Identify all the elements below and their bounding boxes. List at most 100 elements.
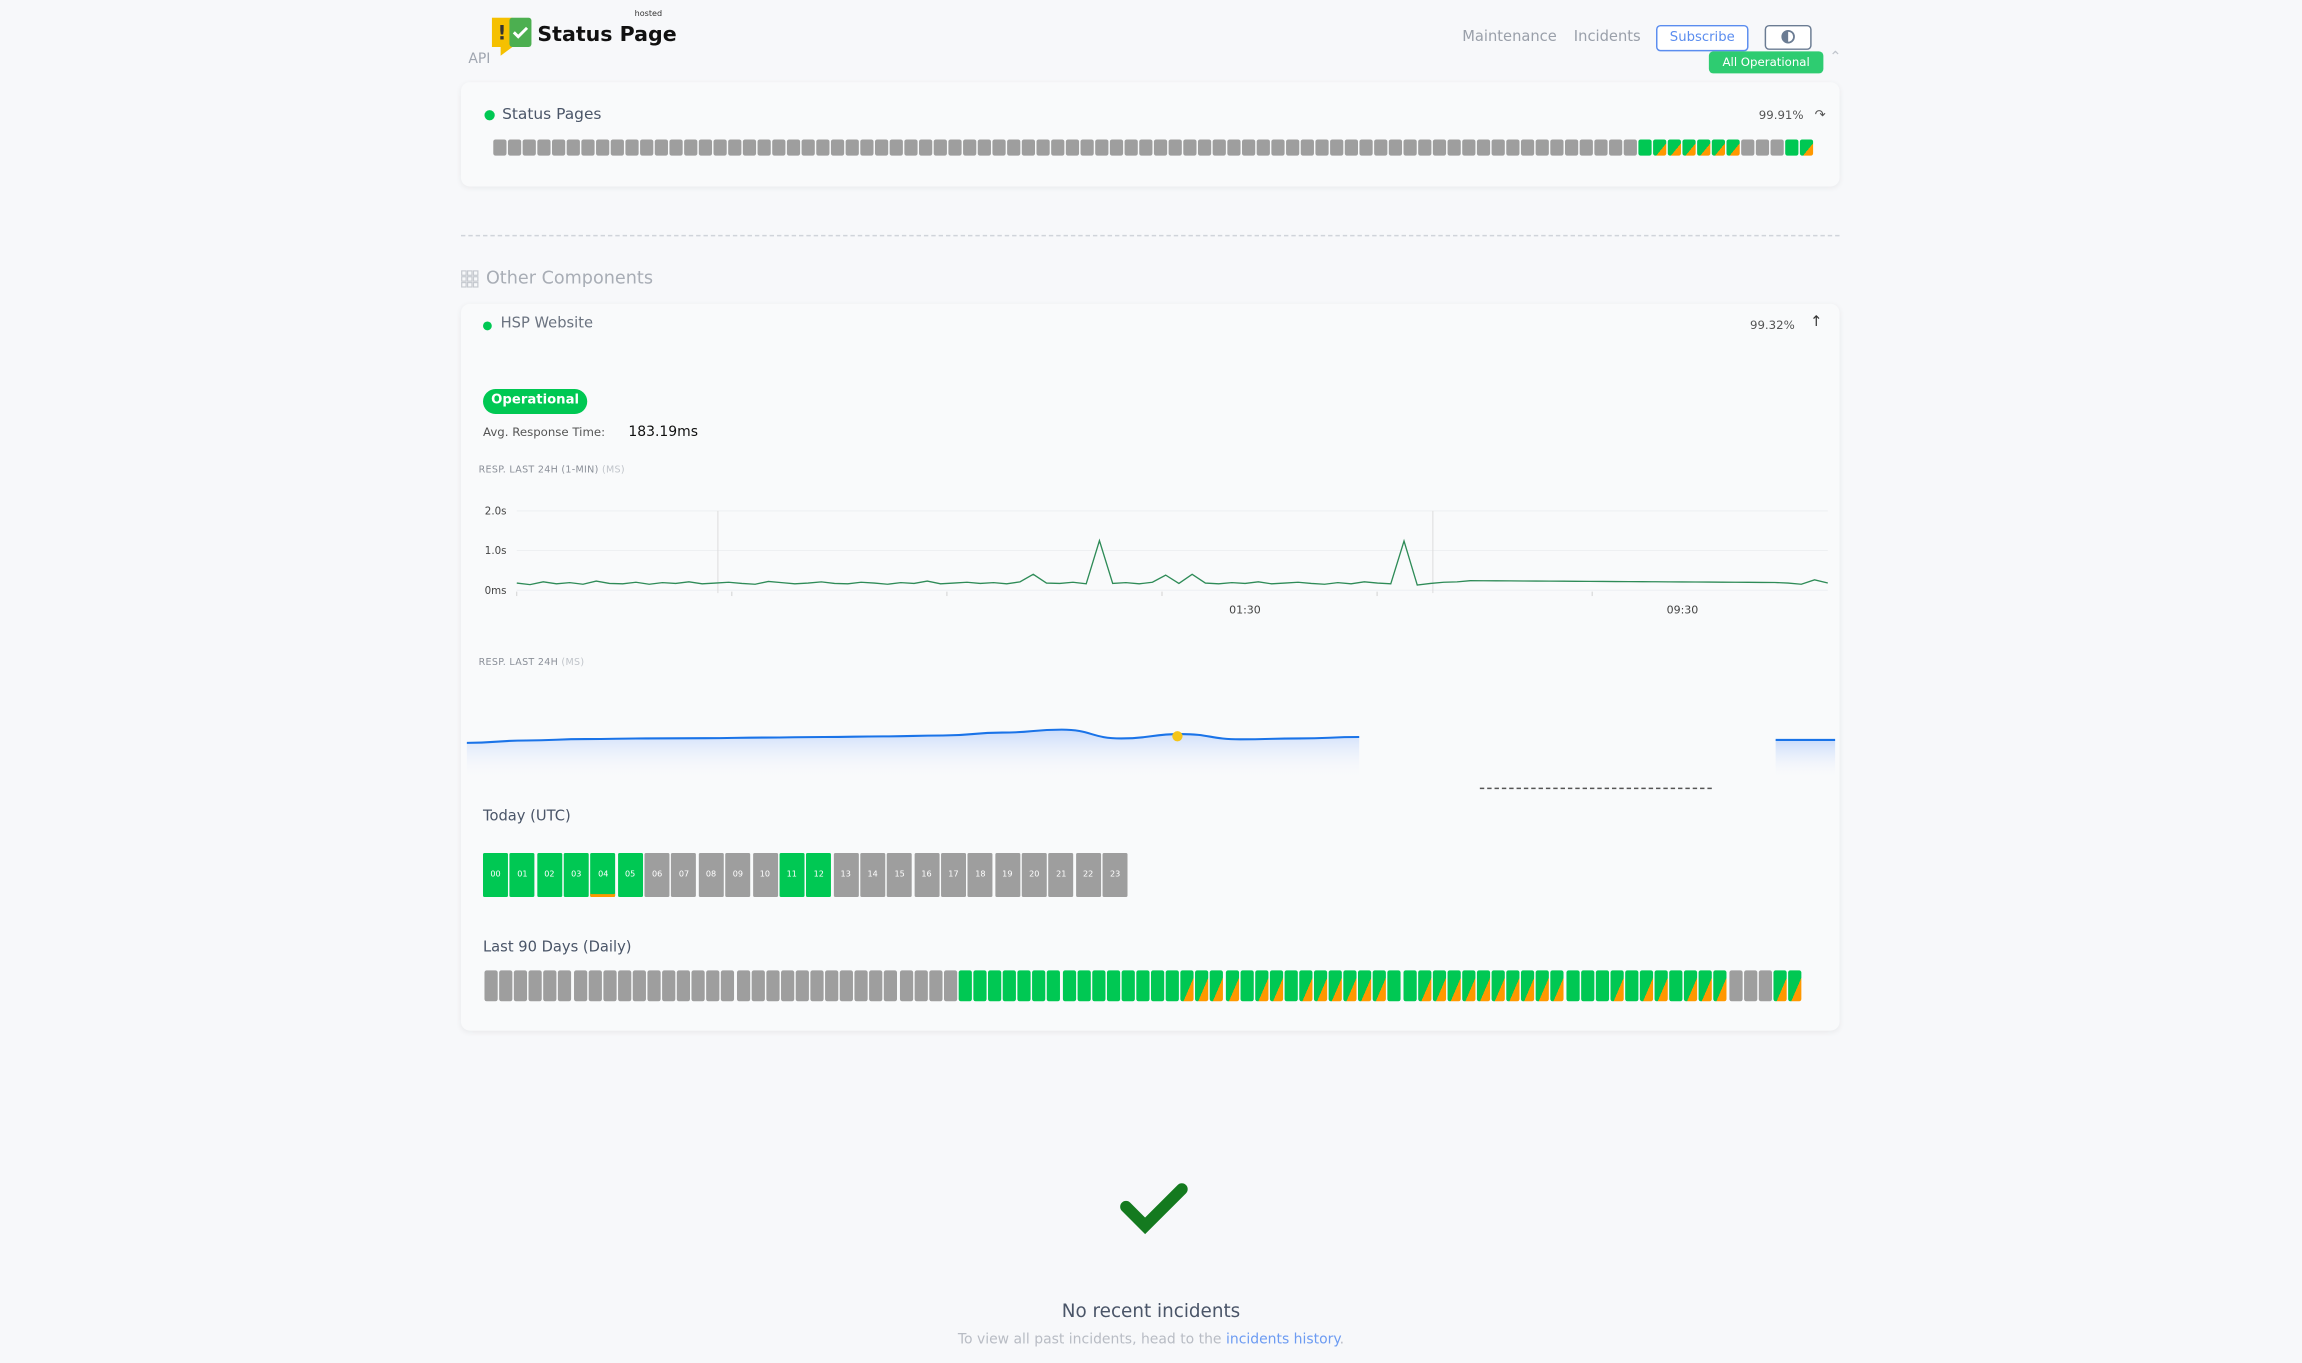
day-bar-degraded[interactable] — [1773, 970, 1787, 1002]
day-bar-no-data[interactable] — [1168, 139, 1182, 156]
day-bar-no-data[interactable] — [786, 139, 800, 156]
day-bar-no-data[interactable] — [1095, 139, 1108, 156]
day-bar-degraded[interactable] — [1299, 970, 1313, 1002]
hour-bar-06[interactable]: 06 — [644, 852, 670, 898]
day-bar-no-data[interactable] — [522, 139, 536, 156]
day-bar-no-data[interactable] — [801, 139, 815, 156]
day-bar-no-data[interactable] — [691, 970, 706, 1002]
day-bar-no-data[interactable] — [596, 139, 609, 156]
nav-incidents[interactable]: Incidents — [1573, 29, 1641, 46]
day-bar-no-data[interactable] — [928, 970, 943, 1002]
hour-bar-07[interactable]: 07 — [671, 852, 697, 898]
day-bar-degraded[interactable] — [1195, 970, 1209, 1002]
day-bar-no-data[interactable] — [654, 139, 668, 156]
day-bar-no-data[interactable] — [765, 970, 780, 1002]
day-bar-no-data[interactable] — [507, 139, 521, 156]
day-bar-degraded[interactable] — [1373, 970, 1387, 1002]
day-bar-no-data[interactable] — [1755, 139, 1769, 156]
logo[interactable]: ! hosted Status Page — [491, 10, 683, 62]
day-bar-no-data[interactable] — [1743, 970, 1757, 1002]
day-bar-no-data[interactable] — [795, 970, 809, 1002]
day-bar-no-data[interactable] — [854, 970, 869, 1002]
day-bar-no-data[interactable] — [1594, 139, 1607, 156]
day-bar-no-data[interactable] — [1330, 139, 1343, 156]
hour-bar-19[interactable]: 19 — [994, 852, 1020, 898]
day-bar-no-data[interactable] — [573, 970, 587, 1002]
day-bar-no-data[interactable] — [1036, 139, 1049, 156]
day-bar-no-data[interactable] — [860, 139, 873, 156]
day-bar-operational[interactable] — [1580, 970, 1594, 1002]
day-bar-no-data[interactable] — [1418, 139, 1431, 156]
day-bar-no-data[interactable] — [1021, 139, 1035, 156]
day-bar-no-data[interactable] — [1447, 139, 1461, 156]
component-name[interactable]: HSP Website — [500, 315, 594, 332]
nav-maintenance[interactable]: Maintenance — [1462, 29, 1557, 46]
day-bar-no-data[interactable] — [1124, 139, 1138, 156]
day-bar-operational[interactable] — [1565, 970, 1580, 1002]
day-bar-degraded[interactable] — [1210, 970, 1224, 1002]
day-bar-no-data[interactable] — [514, 970, 528, 1002]
day-bar-no-data[interactable] — [1564, 139, 1578, 156]
day-bar-degraded[interactable] — [1697, 139, 1710, 156]
day-bar-degraded[interactable] — [1462, 970, 1476, 1002]
day-bar-operational[interactable] — [1402, 970, 1417, 1002]
day-bar-no-data[interactable] — [602, 970, 617, 1002]
hour-bar-14[interactable]: 14 — [860, 852, 886, 898]
day-bar-no-data[interactable] — [1462, 139, 1475, 156]
day-bar-no-data[interactable] — [1432, 139, 1446, 156]
hour-bar-16[interactable]: 16 — [914, 852, 939, 898]
day-bar-no-data[interactable] — [904, 139, 917, 156]
day-bar-no-data[interactable] — [1758, 970, 1772, 1002]
day-bar-no-data[interactable] — [736, 970, 750, 1002]
day-bar-degraded[interactable] — [1313, 970, 1328, 1002]
hour-bar-09[interactable]: 09 — [725, 852, 751, 898]
day-bar-no-data[interactable] — [751, 970, 765, 1002]
hour-bar-04[interactable]: 04 — [590, 852, 616, 898]
day-bar-no-data[interactable] — [706, 970, 720, 1002]
component-name[interactable]: Status Pages — [502, 105, 602, 124]
hour-bar-03[interactable]: 03 — [563, 852, 589, 898]
day-bar-degraded[interactable] — [1799, 139, 1813, 156]
day-bar-no-data[interactable] — [588, 970, 602, 1002]
day-bar-no-data[interactable] — [528, 970, 543, 1002]
day-bar-no-data[interactable] — [647, 970, 661, 1002]
day-bar-no-data[interactable] — [1609, 139, 1622, 156]
day-bar-operational[interactable] — [1165, 970, 1180, 1002]
day-bar-degraded[interactable] — [1610, 970, 1624, 1002]
day-bar-operational[interactable] — [958, 970, 972, 1002]
day-bar-no-data[interactable] — [943, 970, 957, 1002]
day-bar-degraded[interactable] — [1432, 970, 1446, 1002]
day-bar-degraded[interactable] — [1358, 970, 1372, 1002]
day-bar-no-data[interactable] — [1007, 139, 1020, 156]
day-bar-no-data[interactable] — [1109, 139, 1123, 156]
day-bar-no-data[interactable] — [742, 139, 756, 156]
day-bar-no-data[interactable] — [869, 970, 883, 1002]
api-label[interactable]: API — [468, 51, 491, 68]
day-bar-degraded[interactable] — [1667, 139, 1681, 156]
day-bar-degraded[interactable] — [1269, 970, 1283, 1002]
day-bar-no-data[interactable] — [874, 139, 888, 156]
day-bar-operational[interactable] — [1091, 970, 1106, 1002]
day-bar-no-data[interactable] — [662, 970, 676, 1002]
day-bar-no-data[interactable] — [558, 970, 572, 1002]
day-bar-operational[interactable] — [1121, 970, 1135, 1002]
day-bar-no-data[interactable] — [1741, 139, 1754, 156]
day-bar-no-data[interactable] — [1623, 139, 1637, 156]
day-bar-operational[interactable] — [1136, 970, 1150, 1002]
day-bar-no-data[interactable] — [1491, 139, 1505, 156]
day-bar-operational[interactable] — [988, 970, 1002, 1002]
day-bar-degraded[interactable] — [1521, 970, 1535, 1002]
day-bar-no-data[interactable] — [677, 970, 691, 1002]
refresh-icon[interactable]: ↷ — [1814, 108, 1826, 124]
hour-bar-21[interactable]: 21 — [1048, 852, 1074, 898]
incidents-history-link[interactable]: incidents history — [1225, 1331, 1340, 1348]
day-bar-no-data[interactable] — [1065, 139, 1079, 156]
day-bar-no-data[interactable] — [484, 970, 498, 1002]
day-bar-degraded[interactable] — [1711, 139, 1725, 156]
hour-bar-15[interactable]: 15 — [887, 852, 913, 898]
hour-bar-12[interactable]: 12 — [806, 852, 832, 898]
day-bar-no-data[interactable] — [839, 970, 854, 1002]
day-bar-no-data[interactable] — [1242, 139, 1255, 156]
day-bar-no-data[interactable] — [1579, 139, 1593, 156]
hour-bar-11[interactable]: 11 — [779, 852, 805, 898]
